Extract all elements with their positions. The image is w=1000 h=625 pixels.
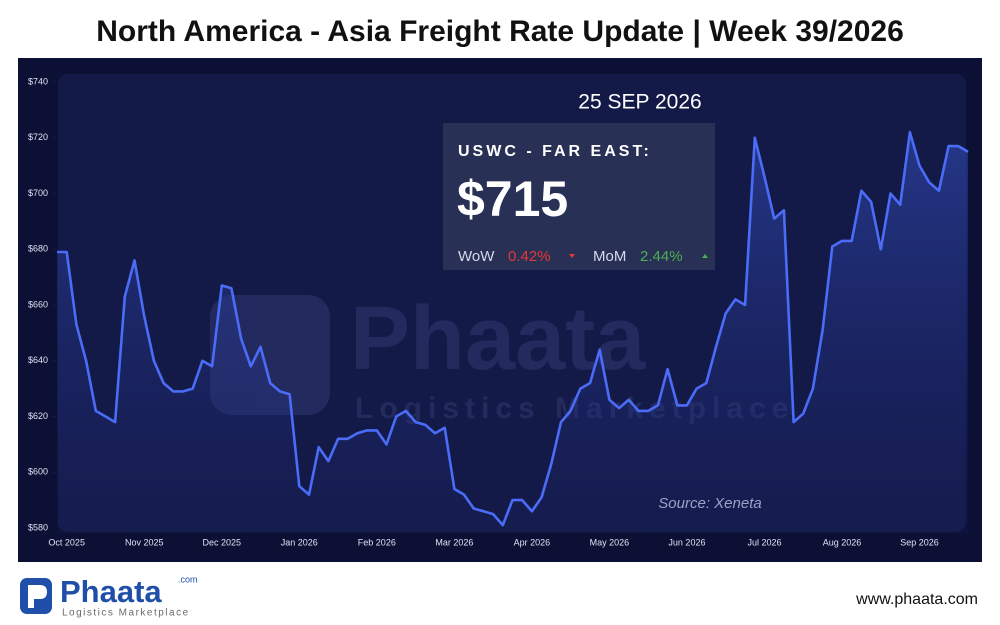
area — [57, 132, 968, 534]
down-arrow — [569, 254, 575, 258]
y-tick-label: $600 — [28, 467, 48, 477]
y-tick-label: $640 — [28, 355, 48, 365]
logo-mark — [28, 585, 47, 608]
callout-route: USWC - FAR EAST: — [458, 143, 652, 160]
x-tick-label: Feb 2026 — [358, 537, 396, 547]
y-tick-label: $720 — [28, 132, 48, 142]
y-tick-label: $620 — [28, 411, 48, 421]
source-note: Source: Xeneta — [658, 495, 761, 512]
callout-price: $715 — [457, 171, 568, 227]
x-tick-label: Apr 2026 — [514, 537, 551, 547]
logo-tagline: Logistics Marketplace — [62, 608, 190, 619]
y-tick-label: $580 — [28, 522, 48, 532]
footer-logo: Phaata .com Logistics Marketplace — [20, 574, 198, 619]
x-tick-label: Dec 2025 — [202, 537, 241, 547]
x-tick-label: Sep 2026 — [900, 537, 939, 547]
logo-brand: Phaata — [60, 574, 162, 609]
y-tick-label: $680 — [28, 244, 48, 254]
y-tick-label: $740 — [28, 76, 48, 86]
callout-date: 25 SEP 2026 — [578, 91, 701, 114]
x-tick-label: May 2026 — [590, 537, 630, 547]
x-tick-label: Jan 2026 — [281, 537, 318, 547]
mom-label: MoM — [593, 248, 626, 265]
y-tick-label: $660 — [28, 299, 48, 309]
line — [57, 130, 969, 527]
line-chart: $580 $600 $620 $640 $660 $680 $700 $720 $740 Oct … — [28, 76, 969, 547]
mom-value: 2.44% — [640, 248, 683, 265]
x-tick-label: Jun 2026 — [668, 537, 705, 547]
wow-value: 0.42% — [508, 248, 551, 265]
x-tick-label: Nov 2025 — [125, 537, 164, 547]
callout-box — [443, 123, 715, 270]
logo-suffix: .com — [178, 574, 198, 584]
y-tick-label: $700 — [28, 188, 48, 198]
x-tick-label: Mar 2026 — [435, 537, 473, 547]
wow-label: WoW — [458, 248, 495, 265]
x-tick-label: Jul 2026 — [747, 537, 781, 547]
up-arrow — [702, 254, 708, 258]
footer-url: www.phaata.com — [855, 591, 978, 608]
x-tick-label: Oct 2025 — [48, 537, 85, 547]
x-tick-label: Aug 2026 — [823, 537, 862, 547]
page-title: North America - Asia Freight Rate Update… — [96, 15, 904, 48]
